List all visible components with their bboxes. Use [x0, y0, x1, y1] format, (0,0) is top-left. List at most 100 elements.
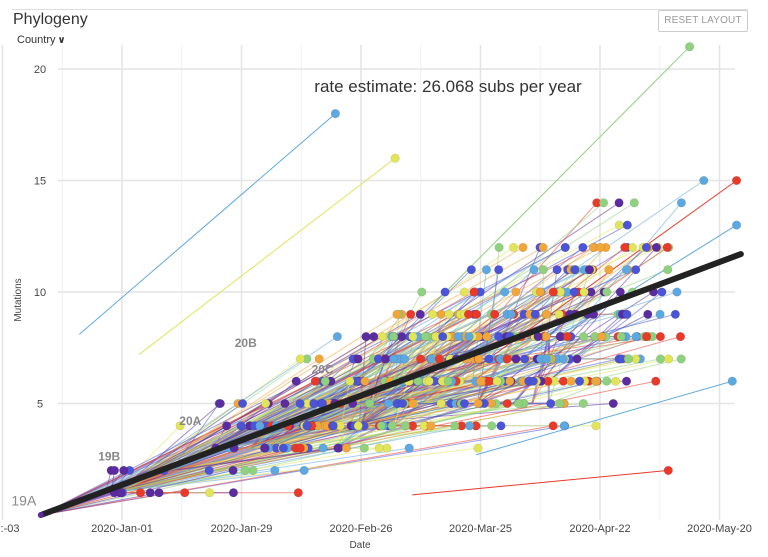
tip-point: [353, 354, 363, 364]
tip-point: [376, 421, 386, 431]
tip-point: [383, 398, 393, 409]
tip-point: [459, 398, 469, 409]
tip-point: [548, 287, 558, 297]
tip-point: [494, 265, 504, 275]
tip-point: [465, 421, 475, 431]
tip-point: [341, 443, 351, 453]
tree-branch: [138, 157, 396, 355]
tip-point: [595, 242, 605, 252]
root-node: [37, 512, 44, 518]
reset-layout-button[interactable]: RESET LAYOUT: [658, 10, 748, 32]
tip-point: [280, 398, 290, 409]
tip-point: [558, 376, 568, 386]
x-axis-label: Date: [349, 540, 371, 551]
tip-point: [204, 465, 214, 475]
tip-point: [381, 354, 391, 364]
tip-point: [359, 443, 369, 453]
tip-point: [529, 265, 539, 275]
tip-point: [641, 242, 651, 252]
tip-point: [621, 265, 631, 275]
tip-point: [369, 332, 379, 342]
tip-point: [685, 42, 695, 52]
tip-point: [482, 332, 492, 342]
tip-point: [572, 354, 582, 364]
tip-point: [591, 421, 601, 431]
tip-point: [109, 465, 119, 475]
y-tick-label: 10: [34, 287, 46, 299]
tip-point: [727, 376, 737, 386]
tip-point: [345, 376, 355, 386]
tip-point: [672, 287, 682, 297]
tip-point: [443, 376, 453, 386]
tip-point: [476, 376, 486, 386]
tip-point: [426, 354, 436, 364]
tip-point: [399, 354, 410, 364]
regression-line: [37, 251, 744, 518]
tip-point: [664, 354, 674, 364]
tip-point: [361, 332, 371, 342]
tip-point: [295, 443, 305, 453]
tip-point: [676, 198, 686, 208]
tip-point: [624, 354, 634, 364]
tip-point: [119, 465, 129, 475]
tip-point: [631, 265, 641, 275]
tip-point: [302, 421, 312, 431]
tip-point: [548, 421, 558, 431]
tip-point: [614, 220, 624, 230]
tip-point: [299, 465, 309, 475]
tip-point: [330, 109, 340, 119]
tip-point: [397, 332, 407, 342]
color-by-dropdown[interactable]: Country ∨: [17, 34, 66, 46]
tip-point: [655, 354, 666, 364]
tip-point: [542, 309, 552, 319]
tip-point: [293, 488, 303, 498]
tree-branch: [78, 113, 336, 335]
tip-point: [260, 443, 270, 453]
tip-point: [374, 443, 384, 453]
tip-point: [662, 242, 672, 252]
tip-point: [135, 488, 146, 498]
tip-point: [145, 488, 155, 498]
tip-point: [494, 242, 504, 252]
tip-point: [541, 354, 551, 364]
tip-point: [552, 265, 562, 275]
tip-point: [389, 332, 399, 342]
tip-point: [291, 376, 301, 386]
tip-point: [444, 309, 454, 319]
tip-point: [116, 488, 126, 498]
tip-point: [554, 309, 564, 319]
tip-point: [459, 287, 469, 297]
tip-point: [318, 443, 328, 453]
tip-point: [559, 421, 569, 431]
tip-point: [732, 175, 742, 186]
tip-point: [655, 309, 665, 319]
tip-point: [248, 465, 258, 475]
tip-point: [466, 265, 476, 275]
tip-point: [627, 242, 638, 252]
tip-point: [616, 332, 626, 342]
tip-point: [428, 309, 438, 319]
tip-point: [328, 421, 338, 431]
tip-point: [611, 376, 621, 386]
tip-point: [699, 175, 709, 186]
tree-branch: [114, 313, 398, 494]
tip-point: [508, 242, 519, 252]
clade-label: 20C: [312, 363, 334, 377]
tip-point: [175, 421, 185, 431]
tip-point: [604, 265, 614, 275]
tip-point: [484, 376, 494, 386]
tip-point: [546, 398, 556, 409]
tree-branch: [171, 403, 520, 471]
tip-point: [555, 398, 565, 409]
tree-tips: [106, 42, 742, 498]
tip-point: [295, 398, 305, 409]
tree-branch: [335, 380, 498, 404]
tip-point: [651, 376, 661, 386]
tip-point: [502, 398, 512, 409]
tip-point: [473, 398, 483, 409]
tip-point: [560, 242, 570, 252]
tip-point: [566, 376, 576, 386]
chevron-down-icon: ∨: [57, 35, 66, 46]
tip-point: [255, 421, 265, 431]
